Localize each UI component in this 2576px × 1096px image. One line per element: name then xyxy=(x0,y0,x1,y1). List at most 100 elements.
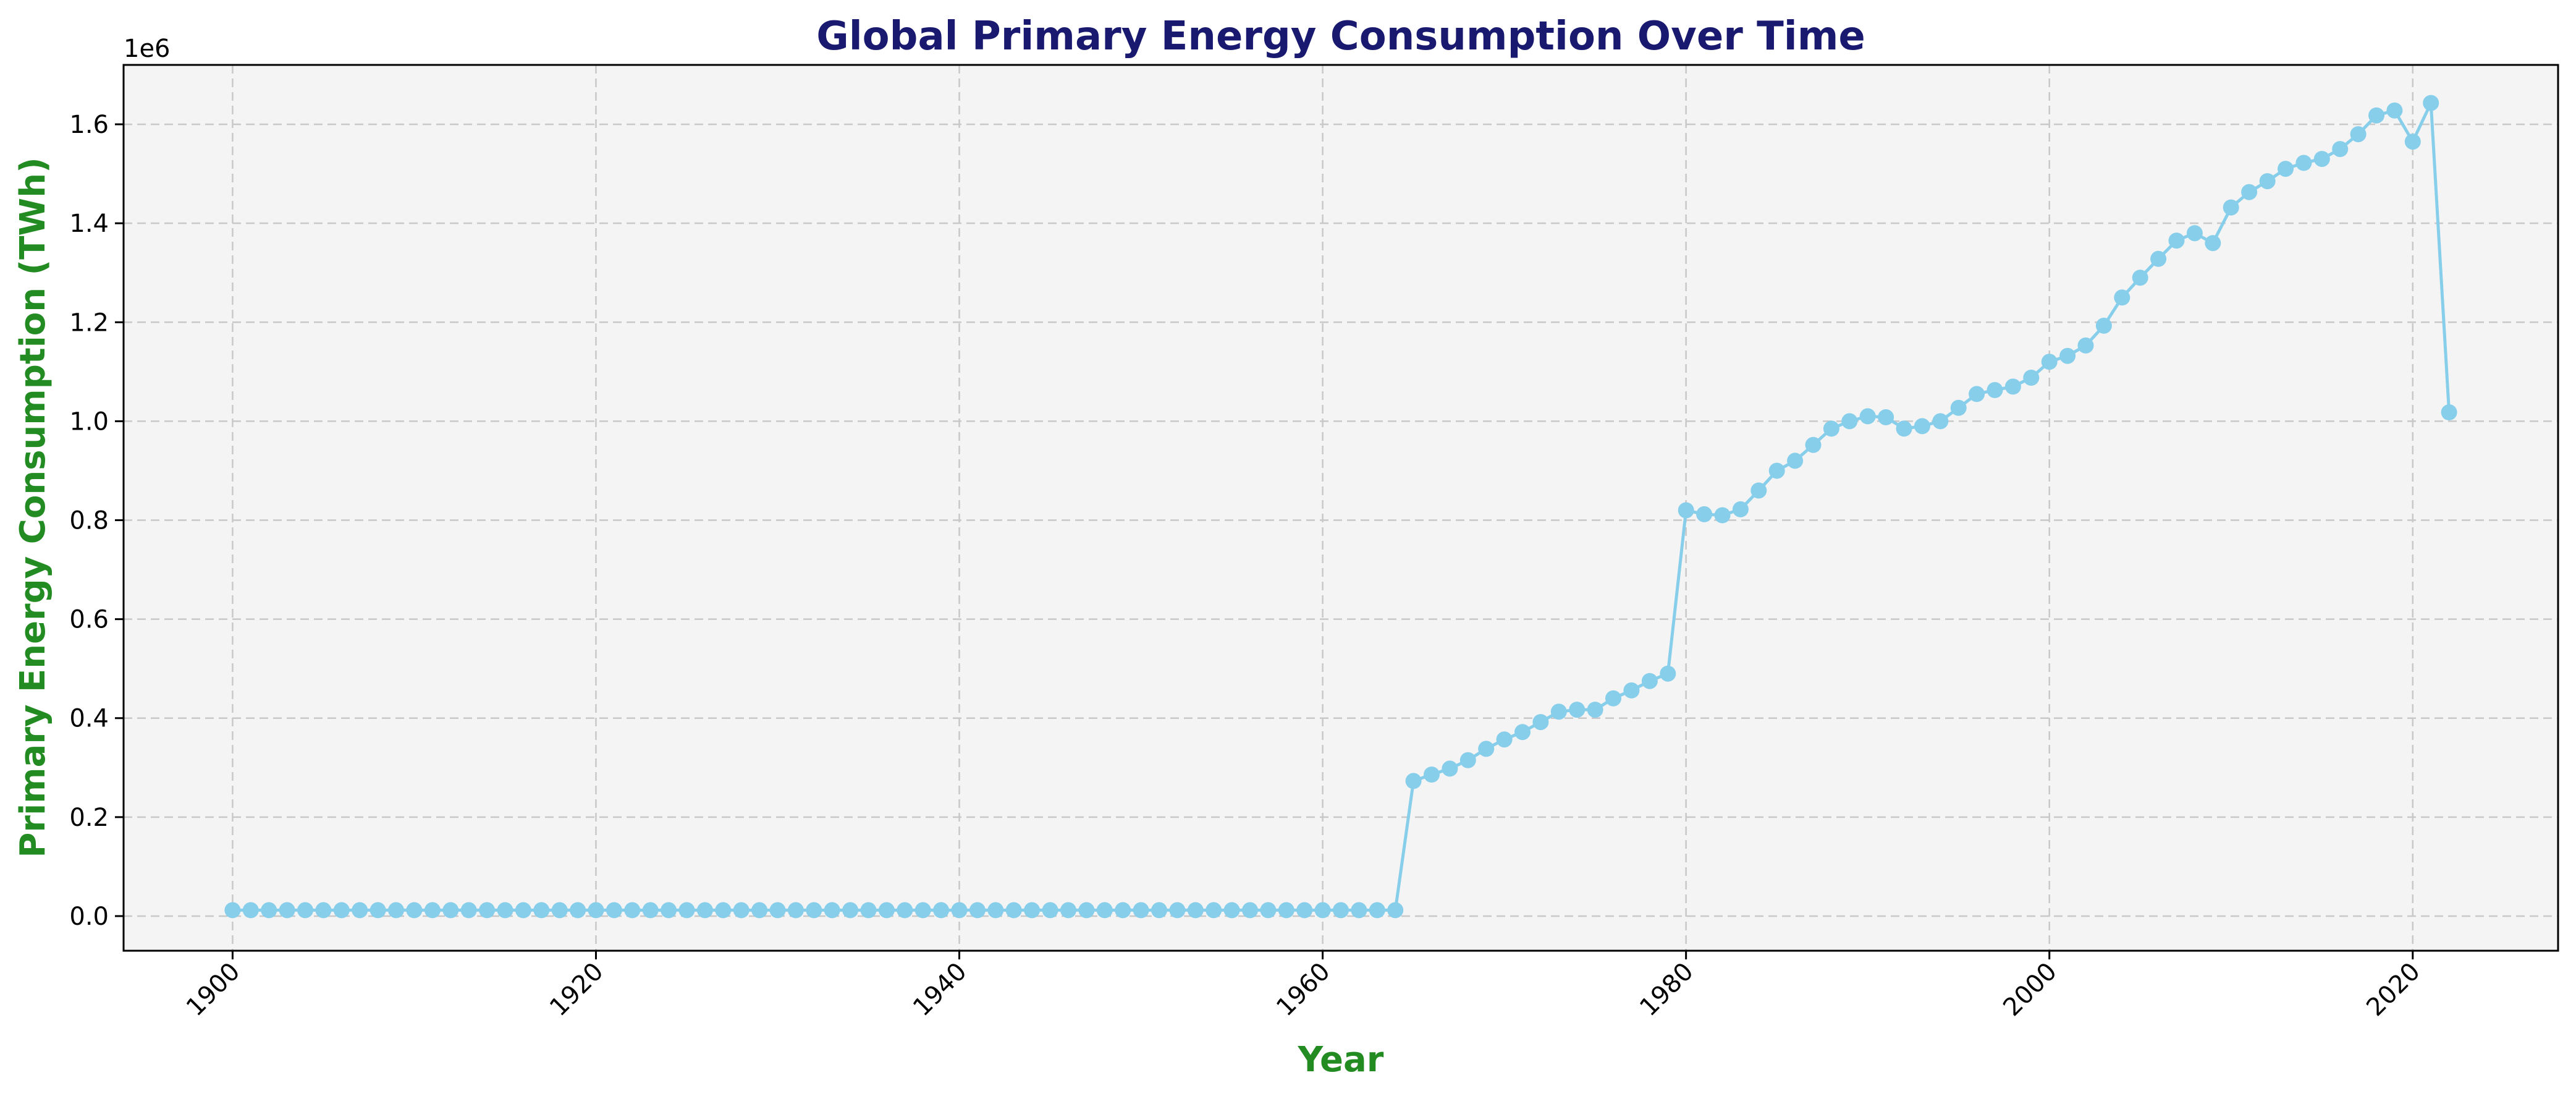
data-point xyxy=(2004,378,2021,395)
data-point xyxy=(2368,107,2384,124)
data-point xyxy=(2223,199,2239,216)
data-point xyxy=(1369,902,1385,919)
data-point xyxy=(1060,902,1076,919)
plot-area xyxy=(124,65,2558,951)
y-gridlines xyxy=(124,123,2558,917)
y-axis-label: Primary Energy Consumption (TWh) xyxy=(13,157,53,857)
data-point xyxy=(969,902,986,919)
data-point xyxy=(2350,126,2367,143)
data-point xyxy=(2313,151,2330,168)
data-point xyxy=(1296,902,1313,919)
data-point xyxy=(1115,902,1131,919)
data-point xyxy=(2332,141,2349,158)
data-point xyxy=(1042,902,1058,919)
data-point xyxy=(551,902,568,919)
data-point xyxy=(479,902,496,919)
data-point xyxy=(1823,420,1839,437)
data-point xyxy=(388,902,404,919)
data-point xyxy=(1678,502,1694,519)
data-point xyxy=(2259,173,2276,190)
data-point xyxy=(933,902,950,919)
y-axis-ticks: 0.0 0.2 0.4 0.6 0.8 1.0 1.2 1.4 1.6 xyxy=(69,111,124,931)
data-point xyxy=(1078,902,1095,919)
data-point xyxy=(842,902,859,919)
y-tick-label: 0.0 xyxy=(69,903,109,931)
data-point xyxy=(606,902,622,919)
data-point xyxy=(424,902,441,919)
data-point xyxy=(914,902,931,919)
data-point xyxy=(1859,408,1876,425)
data-point xyxy=(242,902,259,919)
data-point xyxy=(1532,714,1549,731)
x-axis-label: Year xyxy=(1298,1040,1384,1080)
data-point xyxy=(588,902,604,919)
data-point xyxy=(2241,184,2258,200)
data-point xyxy=(1714,507,1731,524)
data-point xyxy=(2041,354,2058,370)
data-point xyxy=(333,902,350,919)
data-point xyxy=(1550,703,1567,720)
data-point xyxy=(2295,155,2312,171)
data-point xyxy=(696,902,713,919)
data-point xyxy=(442,902,459,919)
data-point xyxy=(1242,902,1258,919)
data-point xyxy=(1333,902,1349,919)
data-point xyxy=(1096,902,1113,919)
data-point xyxy=(1932,413,1949,430)
data-point xyxy=(2404,134,2421,150)
data-point xyxy=(1896,420,1912,437)
data-point xyxy=(2205,235,2221,252)
data-point xyxy=(1841,413,1858,430)
data-point xyxy=(769,902,786,919)
data-point xyxy=(1950,399,1967,416)
data-point xyxy=(2023,370,2040,386)
series-layer xyxy=(224,95,2457,919)
y-tick-label: 1.6 xyxy=(69,111,109,139)
y-tick-label: 1.4 xyxy=(69,210,109,238)
data-point xyxy=(1514,724,1531,741)
y-tick-label: 0.6 xyxy=(69,606,109,634)
data-point xyxy=(1569,702,1586,718)
data-point xyxy=(1024,902,1041,919)
data-point xyxy=(315,902,332,919)
data-point xyxy=(1623,682,1640,699)
data-point xyxy=(1223,902,1240,919)
data-point xyxy=(878,902,895,919)
data-point xyxy=(261,902,277,919)
data-point xyxy=(1187,902,1204,919)
data-point xyxy=(406,902,423,919)
data-point xyxy=(2114,289,2130,306)
data-point xyxy=(1605,690,1621,707)
data-point xyxy=(2077,337,2094,354)
data-point xyxy=(1459,752,1476,768)
data-point xyxy=(897,902,913,919)
data-point xyxy=(1732,501,1749,517)
data-point xyxy=(515,902,531,919)
data-point xyxy=(1987,382,2003,398)
data-point xyxy=(1696,506,1713,522)
data-point xyxy=(1405,773,1422,789)
data-point xyxy=(2186,225,2203,242)
data-point xyxy=(860,902,877,919)
y-tick-label: 0.4 xyxy=(69,705,109,733)
data-point xyxy=(951,902,968,919)
plot-frame xyxy=(122,64,2559,952)
chart-title: Global Primary Energy Consumption Over T… xyxy=(816,14,1865,59)
data-point xyxy=(642,902,659,919)
data-point xyxy=(570,902,586,919)
data-point xyxy=(1169,902,1186,919)
data-point xyxy=(1278,902,1294,919)
data-point xyxy=(370,902,386,919)
data-point xyxy=(1587,702,1603,718)
data-point xyxy=(1005,902,1022,919)
data-point xyxy=(1496,731,1513,748)
data-point xyxy=(352,902,368,919)
data-point xyxy=(2278,161,2294,177)
data-point xyxy=(1969,386,1985,402)
data-point xyxy=(806,902,822,919)
y-tick-label: 1.0 xyxy=(69,407,109,436)
y-tick-label: 1.2 xyxy=(69,308,109,337)
data-point xyxy=(1351,902,1367,919)
data-point xyxy=(1878,409,1894,425)
data-point xyxy=(1151,902,1167,919)
